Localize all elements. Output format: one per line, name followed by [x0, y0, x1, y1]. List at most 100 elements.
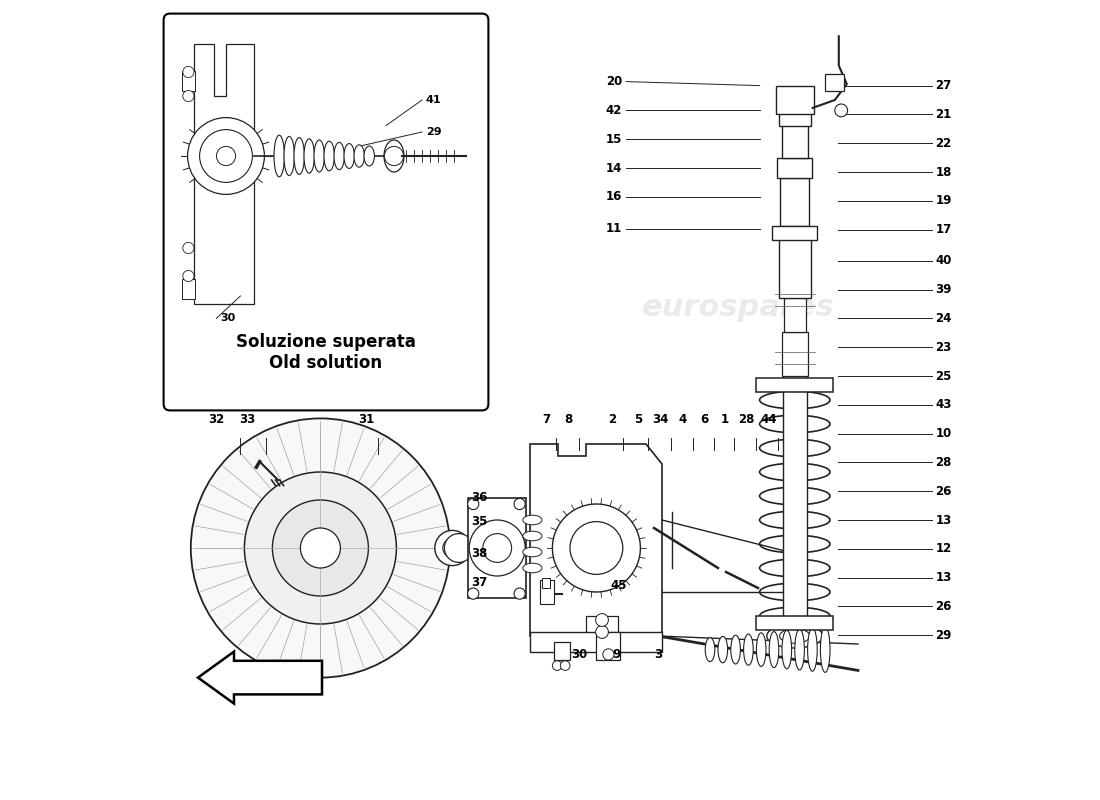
Text: 10: 10	[936, 427, 952, 440]
Text: 9: 9	[613, 648, 620, 661]
Bar	[757, 616, 833, 630]
Text: 38: 38	[472, 547, 488, 560]
Circle shape	[434, 530, 470, 566]
Text: 14: 14	[606, 162, 621, 174]
Text: 35: 35	[472, 515, 488, 528]
Text: 25: 25	[936, 370, 952, 382]
Bar	[779, 238, 811, 298]
Text: 32: 32	[208, 413, 224, 426]
Text: 39: 39	[936, 283, 952, 296]
Circle shape	[514, 588, 525, 599]
Circle shape	[183, 270, 194, 282]
Text: 29: 29	[936, 629, 952, 642]
Text: 18: 18	[936, 166, 952, 178]
Ellipse shape	[522, 515, 542, 525]
Circle shape	[603, 649, 614, 660]
Text: 36: 36	[472, 491, 488, 504]
Circle shape	[470, 520, 525, 576]
Circle shape	[595, 626, 608, 638]
Text: eurospares: eurospares	[641, 294, 835, 322]
Bar	[783, 372, 806, 628]
Ellipse shape	[730, 635, 740, 664]
Circle shape	[468, 588, 478, 599]
Ellipse shape	[324, 141, 334, 170]
Text: 13: 13	[936, 514, 952, 526]
Ellipse shape	[760, 439, 830, 457]
Text: 24: 24	[936, 312, 952, 325]
Ellipse shape	[807, 628, 817, 671]
Circle shape	[570, 522, 623, 574]
Ellipse shape	[522, 531, 542, 541]
Text: 17: 17	[936, 223, 952, 236]
Circle shape	[483, 534, 512, 562]
Circle shape	[183, 66, 194, 78]
Ellipse shape	[821, 627, 830, 672]
Bar	[757, 378, 833, 392]
FancyBboxPatch shape	[164, 14, 488, 410]
Text: 11: 11	[606, 222, 621, 235]
Circle shape	[244, 472, 396, 624]
Text: 28: 28	[738, 413, 755, 426]
Circle shape	[444, 534, 473, 562]
Circle shape	[552, 504, 640, 592]
Bar	[825, 74, 845, 91]
Circle shape	[183, 90, 194, 102]
Text: 45: 45	[610, 579, 627, 592]
Text: 34: 34	[652, 413, 669, 426]
Circle shape	[188, 118, 264, 194]
Text: 16: 16	[606, 190, 621, 203]
Bar	[776, 86, 814, 114]
Ellipse shape	[782, 630, 792, 669]
Circle shape	[300, 528, 340, 568]
Text: 26: 26	[936, 485, 952, 498]
Ellipse shape	[364, 146, 374, 166]
Ellipse shape	[344, 144, 354, 168]
Bar	[772, 226, 817, 240]
Circle shape	[560, 661, 570, 670]
Text: 28: 28	[936, 456, 952, 469]
Text: 42: 42	[606, 104, 621, 117]
Ellipse shape	[760, 583, 830, 601]
Circle shape	[468, 498, 478, 510]
Bar	[779, 111, 811, 126]
Circle shape	[514, 498, 525, 510]
Polygon shape	[530, 444, 662, 640]
Text: 37: 37	[472, 576, 488, 589]
Text: 7: 7	[542, 413, 550, 426]
Ellipse shape	[760, 511, 830, 529]
Ellipse shape	[718, 637, 727, 662]
Ellipse shape	[304, 138, 315, 174]
Text: 1: 1	[720, 413, 728, 426]
Ellipse shape	[744, 634, 754, 666]
Bar	[586, 616, 618, 636]
Circle shape	[835, 104, 848, 117]
Text: 41: 41	[426, 95, 441, 105]
Circle shape	[217, 146, 235, 166]
Ellipse shape	[334, 142, 344, 170]
Ellipse shape	[780, 629, 810, 643]
Text: 43: 43	[936, 398, 952, 411]
Circle shape	[273, 500, 368, 596]
Text: 8: 8	[564, 413, 572, 426]
Ellipse shape	[760, 463, 830, 481]
Circle shape	[552, 661, 562, 670]
Text: 2: 2	[608, 413, 616, 426]
Ellipse shape	[760, 535, 830, 553]
Text: 22: 22	[936, 137, 952, 150]
Ellipse shape	[795, 629, 804, 670]
Bar	[540, 580, 554, 604]
Ellipse shape	[760, 559, 830, 577]
Bar	[182, 71, 195, 91]
Polygon shape	[194, 44, 254, 304]
Text: 19: 19	[936, 194, 952, 207]
Ellipse shape	[384, 140, 404, 172]
Text: 13: 13	[936, 571, 952, 584]
Bar	[780, 178, 810, 226]
Circle shape	[199, 130, 252, 182]
Ellipse shape	[760, 415, 830, 433]
Text: 29: 29	[426, 127, 441, 137]
Ellipse shape	[760, 391, 830, 409]
Bar	[778, 158, 813, 178]
Ellipse shape	[760, 607, 830, 625]
Text: 31: 31	[358, 413, 374, 426]
